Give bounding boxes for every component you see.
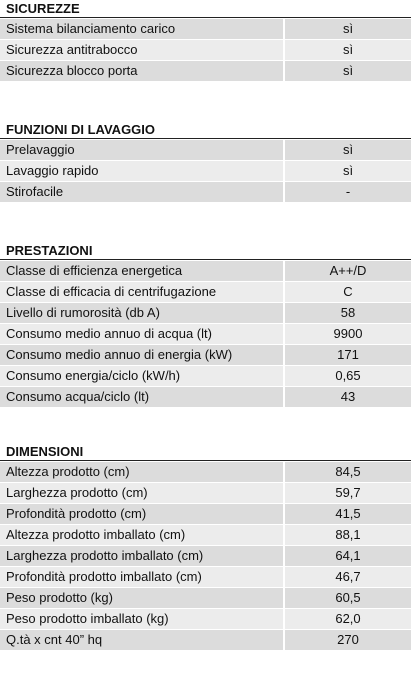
spec-value: sì [285, 140, 411, 160]
spec-value: 41,5 [285, 504, 411, 524]
spec-row: Stirofacile - [0, 182, 411, 202]
spec-value: - [285, 182, 411, 202]
spec-row: Peso prodotto imballato (kg) 62,0 [0, 609, 411, 629]
spec-value: sì [285, 61, 411, 81]
spec-label: Consumo energia/ciclo (kW/h) [0, 366, 283, 386]
spec-row: Larghezza prodotto (cm) 59,7 [0, 483, 411, 503]
spec-label: Profondità prodotto (cm) [0, 504, 283, 524]
spec-label: Larghezza prodotto imballato (cm) [0, 546, 283, 566]
spec-row: Profondità prodotto (cm) 41,5 [0, 504, 411, 524]
spec-value: 59,7 [285, 483, 411, 503]
spec-label: Sicurezza blocco porta [0, 61, 283, 81]
spec-row: Altezza prodotto (cm) 84,5 [0, 462, 411, 482]
spec-label: Consumo acqua/ciclo (lt) [0, 387, 283, 407]
spec-value: 84,5 [285, 462, 411, 482]
spec-label: Classe di efficacia di centrifugazione [0, 282, 283, 302]
spec-value: 46,7 [285, 567, 411, 587]
section: DIMENSIONI Altezza prodotto (cm) 84,5 Largh… [0, 443, 411, 650]
spec-label: Sicurezza antitrabocco [0, 40, 283, 60]
spec-row: Consumo energia/ciclo (kW/h) 0,65 [0, 366, 411, 386]
spec-row: Consumo acqua/ciclo (lt) 43 [0, 387, 411, 407]
spec-row: Classe di efficacia di centrifugazione C [0, 282, 411, 302]
spec-row: Altezza prodotto imballato (cm) 88,1 [0, 525, 411, 545]
spec-value: 64,1 [285, 546, 411, 566]
spec-value: 60,5 [285, 588, 411, 608]
spec-label: Peso prodotto imballato (kg) [0, 609, 283, 629]
spec-value: 62,0 [285, 609, 411, 629]
spec-label: Prelavaggio [0, 140, 283, 160]
spec-row: Profondità prodotto imballato (cm) 46,7 [0, 567, 411, 587]
spec-row: Sicurezza antitrabocco sì [0, 40, 411, 60]
spec-value: 270 [285, 630, 411, 650]
spec-row: Consumo medio annuo di acqua (lt) 9900 [0, 324, 411, 344]
spec-row: Classe di efficienza energetica A++/D [0, 261, 411, 281]
spec-value: sì [285, 40, 411, 60]
section-title: SICUREZZE [0, 0, 411, 18]
spec-value: 88,1 [285, 525, 411, 545]
spec-value: 43 [285, 387, 411, 407]
section: SICUREZZE Sistema bilanciamento carico sì S… [0, 0, 411, 81]
spec-value: 58 [285, 303, 411, 323]
spec-label: Profondità prodotto imballato (cm) [0, 567, 283, 587]
spec-label: Larghezza prodotto (cm) [0, 483, 283, 503]
section-title: FUNZIONI DI LAVAGGIO [0, 121, 411, 139]
spec-label: Q.tà x cnt 40” hq [0, 630, 283, 650]
spec-row: Q.tà x cnt 40” hq 270 [0, 630, 411, 650]
spec-label: Altezza prodotto imballato (cm) [0, 525, 283, 545]
spec-value: sì [285, 19, 411, 39]
spec-value: A++/D [285, 261, 411, 281]
section-title: DIMENSIONI [0, 443, 411, 461]
spec-label: Consumo medio annuo di acqua (lt) [0, 324, 283, 344]
spec-row: Sicurezza blocco porta sì [0, 61, 411, 81]
spec-row: Lavaggio rapido sì [0, 161, 411, 181]
spec-row: Sistema bilanciamento carico sì [0, 19, 411, 39]
spec-row: Peso prodotto (kg) 60,5 [0, 588, 411, 608]
spec-label: Altezza prodotto (cm) [0, 462, 283, 482]
spec-label: Consumo medio annuo di energia (kW) [0, 345, 283, 365]
spec-value: 9900 [285, 324, 411, 344]
section-title: PRESTAZIONI [0, 242, 411, 260]
spec-label: Lavaggio rapido [0, 161, 283, 181]
spec-row: Larghezza prodotto imballato (cm) 64,1 [0, 546, 411, 566]
spec-value: 0,65 [285, 366, 411, 386]
spec-value: 171 [285, 345, 411, 365]
spec-value: sì [285, 161, 411, 181]
spec-value: C [285, 282, 411, 302]
spec-label: Livello di rumorosità (db A) [0, 303, 283, 323]
section: PRESTAZIONI Classe di efficienza energeti… [0, 242, 411, 407]
spec-label: Classe di efficienza energetica [0, 261, 283, 281]
section: FUNZIONI DI LAVAGGIO Prelavaggio sì Lavaggi… [0, 121, 411, 202]
spec-row: Consumo medio annuo di energia (kW) 171 [0, 345, 411, 365]
spec-row: Prelavaggio sì [0, 140, 411, 160]
spec-label: Stirofacile [0, 182, 283, 202]
spec-label: Peso prodotto (kg) [0, 588, 283, 608]
spec-label: Sistema bilanciamento carico [0, 19, 283, 39]
spec-row: Livello di rumorosità (db A) 58 [0, 303, 411, 323]
